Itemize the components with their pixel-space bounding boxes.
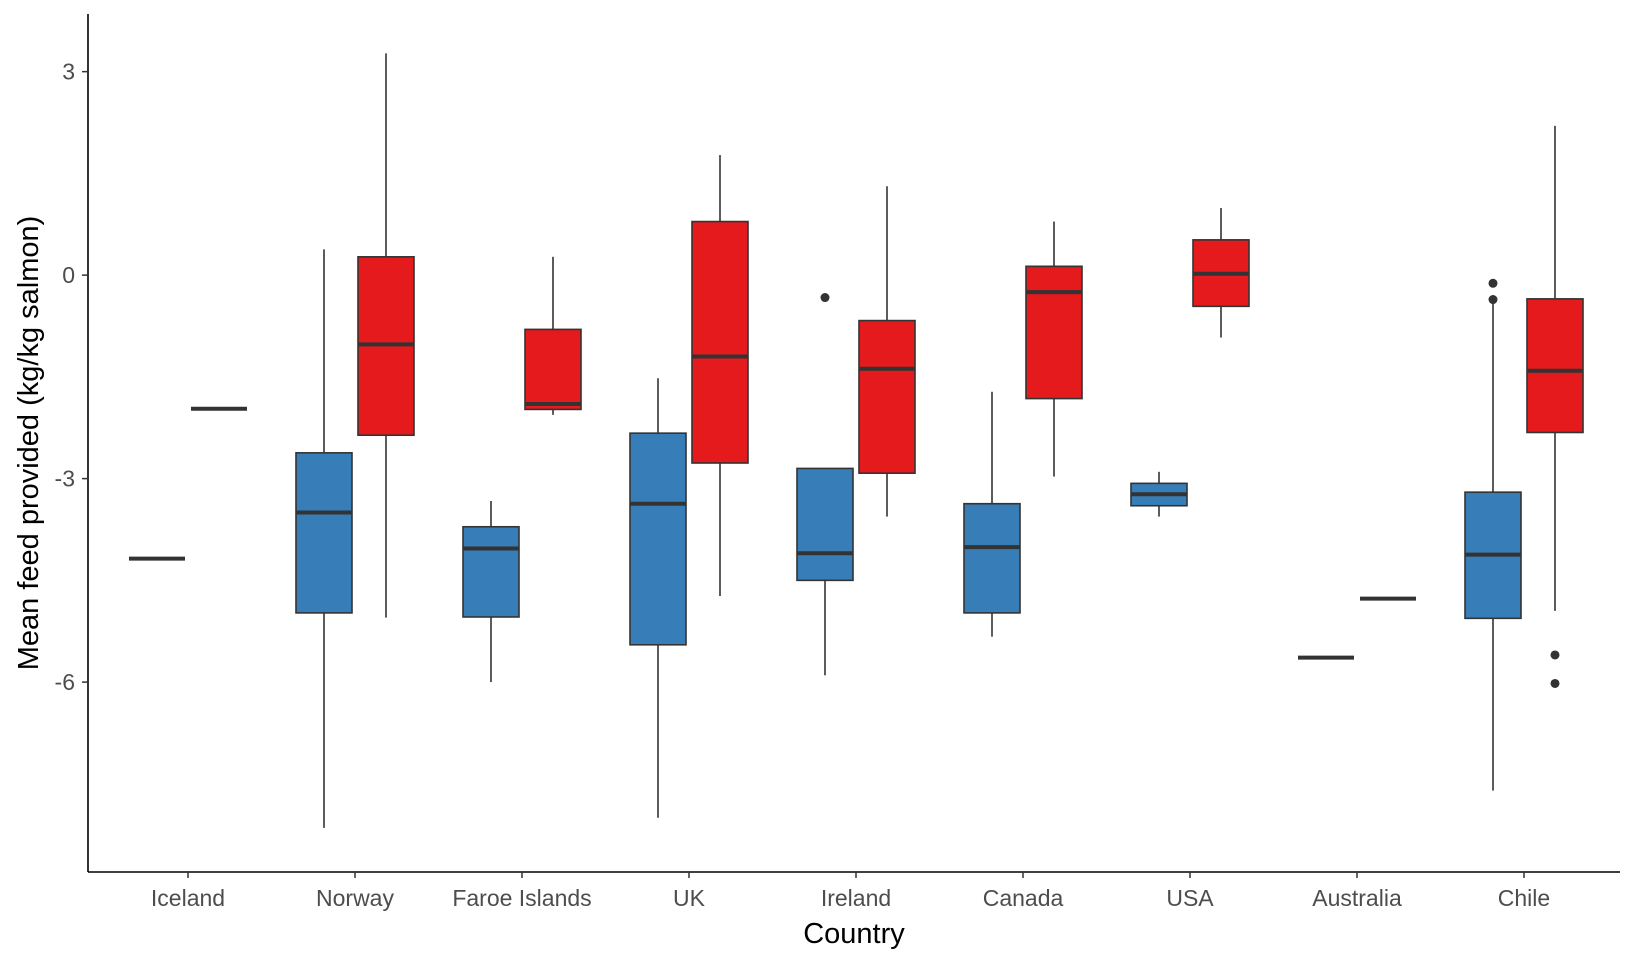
- x-tick-label: Iceland: [151, 885, 225, 911]
- box-body: [1025, 265, 1083, 400]
- y-axis-title: Mean feed provided (kg/kg salmon): [13, 216, 45, 671]
- outlier-point: [1550, 650, 1560, 660]
- x-tick-label: Canada: [983, 885, 1064, 911]
- box-usa-1: [1130, 471, 1188, 517]
- outlier-point: [1488, 278, 1498, 288]
- box-ireland-2: [858, 186, 916, 517]
- y-tick-label: 0: [62, 262, 75, 288]
- outlier-point: [1550, 678, 1560, 688]
- box-usa-2: [1192, 207, 1250, 338]
- box-chile-1: [1464, 278, 1522, 791]
- box-body: [796, 467, 854, 582]
- box-body: [691, 220, 749, 464]
- box-ireland-1: [796, 293, 854, 676]
- outlier-point: [1488, 295, 1498, 305]
- x-tick-label: Ireland: [821, 885, 891, 911]
- box-body: [295, 452, 353, 614]
- y-tick-label: 3: [62, 59, 75, 85]
- x-tick-label: Chile: [1498, 885, 1550, 911]
- box-norway-2: [357, 53, 415, 618]
- box-body: [524, 328, 582, 411]
- box-body: [1526, 298, 1584, 434]
- box-faroe-islands-2: [524, 256, 582, 415]
- box-body: [858, 319, 916, 474]
- box-canada-2: [1025, 221, 1083, 477]
- plot-marks: [129, 53, 1584, 828]
- y-tick-label: -6: [55, 669, 75, 695]
- x-tick-label: Faroe Islands: [452, 885, 591, 911]
- box-uk-2: [691, 155, 749, 596]
- box-norway-1: [295, 249, 353, 828]
- outlier-point: [820, 293, 830, 303]
- x-tick-label: Australia: [1312, 885, 1402, 911]
- box-body: [462, 525, 520, 618]
- y-tick-label: -3: [55, 466, 75, 492]
- box-body: [629, 432, 687, 646]
- box-body: [963, 502, 1021, 614]
- x-tick-label: USA: [1166, 885, 1214, 911]
- x-tick-label: UK: [673, 885, 706, 911]
- box-uk-1: [629, 378, 687, 818]
- box-chile-2: [1526, 125, 1584, 688]
- x-tick-label: Norway: [316, 885, 394, 911]
- box-faroe-islands-1: [462, 500, 520, 683]
- x-axis-ticks: Iceland Norway Faroe Islands UK Ireland Canad…: [151, 872, 1550, 911]
- y-axis-ticks: 3 0 -3 -6: [55, 59, 88, 695]
- box-canada-1: [963, 391, 1021, 637]
- x-axis-title: Country: [803, 918, 905, 950]
